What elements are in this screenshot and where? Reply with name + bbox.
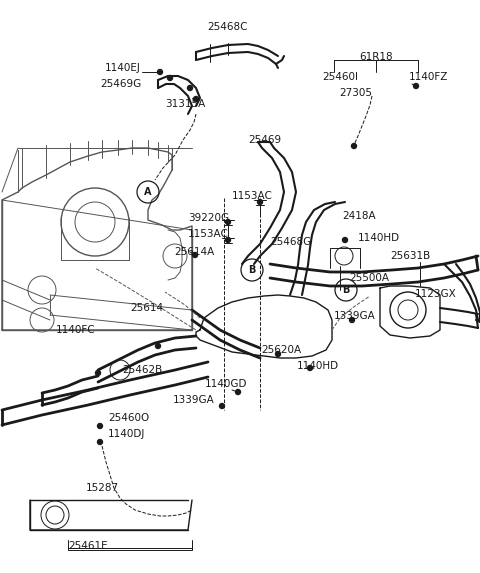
Text: 25469G: 25469G [100, 79, 141, 89]
Text: 25500A: 25500A [349, 273, 389, 283]
Text: 25468G: 25468G [270, 237, 311, 247]
Text: 25614A: 25614A [174, 247, 214, 257]
Text: 1339GA: 1339GA [334, 311, 376, 321]
Text: B: B [248, 265, 256, 275]
Text: 1140GD: 1140GD [205, 379, 248, 389]
Text: 25461E: 25461E [68, 541, 108, 551]
Text: 39220G: 39220G [188, 213, 229, 223]
Circle shape [276, 351, 280, 356]
Text: 25631B: 25631B [390, 251, 430, 261]
Text: B: B [342, 285, 350, 295]
Circle shape [193, 96, 199, 101]
Circle shape [188, 85, 192, 91]
Circle shape [97, 439, 103, 445]
Text: 2418A: 2418A [342, 211, 376, 221]
Text: 1140HD: 1140HD [297, 361, 339, 371]
Circle shape [257, 199, 263, 205]
Text: 1140FZ: 1140FZ [408, 72, 448, 82]
Text: 25462B: 25462B [122, 365, 162, 375]
Text: 1140FC: 1140FC [56, 325, 96, 335]
Text: 61R18: 61R18 [359, 52, 393, 62]
Text: 1140DJ: 1140DJ [108, 429, 145, 439]
Text: 31315A: 31315A [165, 99, 205, 109]
Circle shape [226, 237, 230, 242]
Text: 25460O: 25460O [108, 413, 149, 423]
Circle shape [226, 219, 230, 225]
Circle shape [97, 423, 103, 429]
Circle shape [219, 403, 225, 409]
Circle shape [351, 143, 357, 148]
Text: A: A [144, 187, 152, 197]
Circle shape [192, 253, 197, 257]
Text: 25614: 25614 [130, 303, 163, 313]
Circle shape [157, 69, 163, 74]
Text: 25469: 25469 [248, 135, 281, 145]
Circle shape [349, 317, 355, 323]
Text: 1153AC: 1153AC [232, 191, 273, 201]
Circle shape [96, 371, 100, 375]
Circle shape [308, 366, 312, 371]
Text: 1140HD: 1140HD [358, 233, 400, 243]
Text: 25468C: 25468C [208, 22, 248, 32]
Text: 25460I: 25460I [322, 72, 358, 82]
Circle shape [156, 343, 160, 348]
Circle shape [168, 76, 172, 80]
Text: 1140EJ: 1140EJ [105, 63, 141, 73]
Text: 1123GX: 1123GX [415, 289, 457, 299]
Text: 1153AC: 1153AC [188, 229, 229, 239]
Text: 1339GA: 1339GA [173, 395, 215, 405]
Text: 27305: 27305 [339, 88, 372, 98]
Circle shape [343, 237, 348, 242]
Circle shape [413, 84, 419, 88]
Text: 15287: 15287 [86, 483, 119, 493]
Text: 25620A: 25620A [261, 345, 301, 355]
Circle shape [236, 390, 240, 394]
